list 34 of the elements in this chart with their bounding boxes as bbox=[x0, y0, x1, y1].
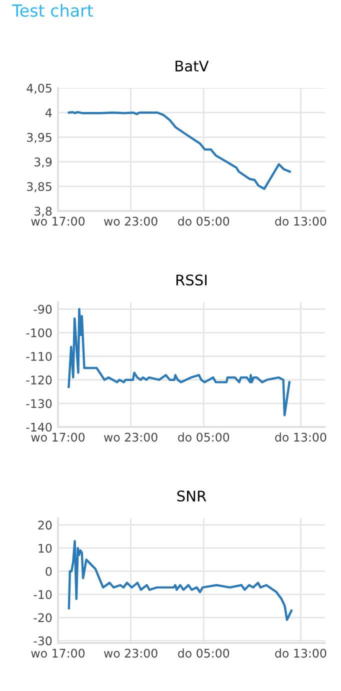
x-tick-label: wo 23:00 bbox=[104, 648, 158, 658]
y-tick-label: 3,8 bbox=[34, 206, 52, 217]
y-tick-label: -130 bbox=[26, 399, 52, 408]
chart-title: SNR bbox=[177, 490, 206, 502]
x-tick-label: do 13:00 bbox=[275, 216, 326, 226]
y-tick-label: -20 bbox=[34, 613, 52, 622]
x-tick-label: do 05:00 bbox=[178, 648, 230, 658]
x-tick-label: do 05:00 bbox=[178, 216, 230, 226]
y-tick-label: 3,95 bbox=[27, 132, 52, 144]
x-tick-label: wo 17:00 bbox=[31, 432, 85, 442]
x-tick-label: wo 23:00 bbox=[104, 216, 158, 226]
y-tick-label: 4,05 bbox=[26, 84, 52, 94]
x-tick-label: do 13:00 bbox=[275, 648, 326, 658]
x-tick-label: wo 17:00 bbox=[31, 648, 85, 658]
y-tick-label: -140 bbox=[26, 422, 52, 432]
y-tick-label: -10 bbox=[34, 590, 52, 600]
chart-title: RSSI bbox=[176, 274, 207, 286]
y-tick-label: -100 bbox=[26, 328, 52, 338]
y-tick-label: 20 bbox=[38, 520, 52, 530]
y-tick-label: 0 bbox=[46, 566, 52, 576]
x-tick-label: do 05:00 bbox=[178, 432, 230, 442]
y-tick-label: -120 bbox=[26, 376, 52, 384]
y-tick-label: -90 bbox=[34, 304, 52, 314]
y-tick-label: 3,9 bbox=[34, 158, 52, 168]
chart-title: BatV bbox=[176, 60, 209, 72]
y-tick-label: -110 bbox=[26, 352, 52, 361]
x-tick-label: do 13:00 bbox=[275, 432, 326, 442]
x-tick-label: wo 23:00 bbox=[104, 432, 158, 442]
y-tick-label: 10 bbox=[38, 544, 52, 553]
x-tick-label: wo 17:00 bbox=[31, 216, 85, 226]
y-tick-label: 4 bbox=[46, 108, 52, 118]
y-tick-label: -30 bbox=[34, 636, 52, 646]
text: Test chart bbox=[12, 4, 94, 17]
y-tick-label: 3,85 bbox=[27, 182, 52, 192]
